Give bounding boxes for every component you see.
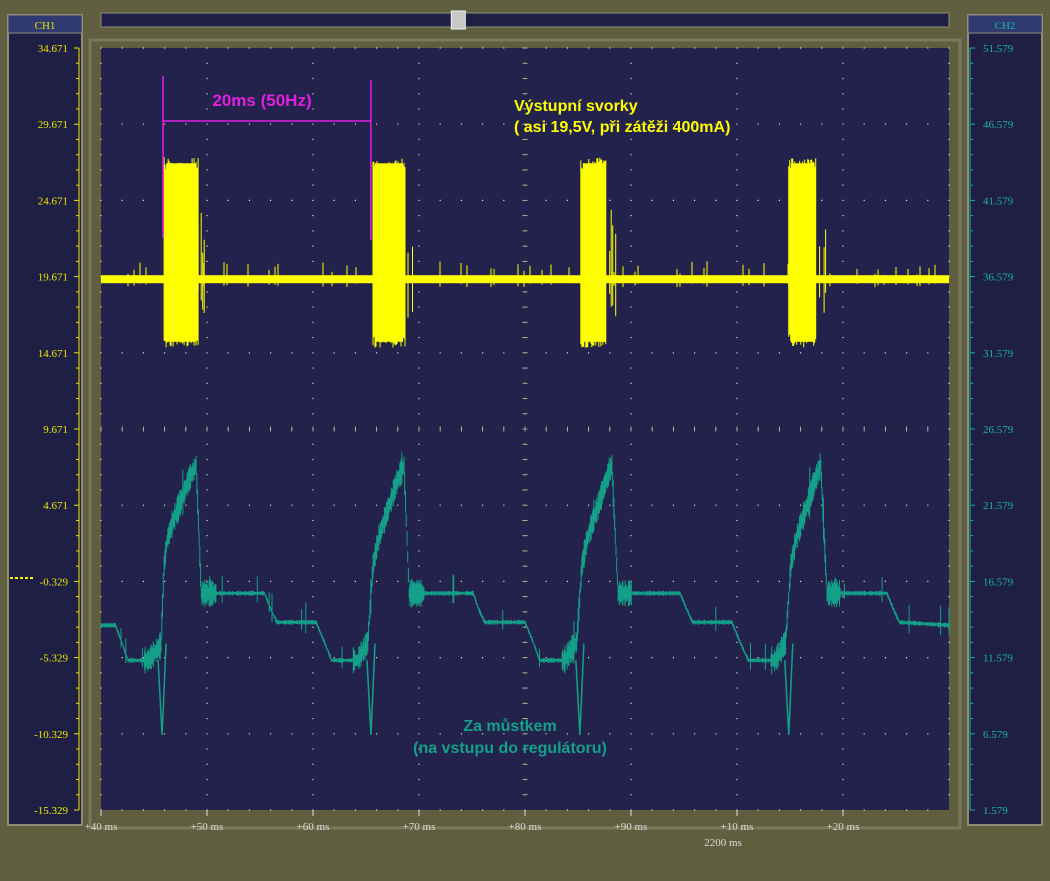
ch2-tick-label: 6.579: [983, 729, 1008, 741]
ch1-tick-label: -15.329: [34, 805, 68, 817]
ch2-tick-label: 1.579: [983, 805, 1008, 817]
ch2-tick-label: 51.579: [983, 43, 1014, 55]
ch1-baseline: [101, 275, 949, 284]
ch1-tick-label: -10.329: [34, 729, 68, 741]
ch2-tick-label: 21.579: [983, 500, 1014, 512]
ch1-panel: [7, 14, 83, 826]
grid-center-ticks: [100, 47, 929, 796]
x-tick-label: +50 ms: [191, 821, 224, 833]
ch1-burst-edges: [163, 157, 205, 348]
x-axis: +40 ms +50 ms +60 ms +70 ms +80 ms +90 ms +10 …: [85, 810, 860, 833]
ch2-annotation-line1: Za můstkem: [463, 718, 556, 735]
ch1-tick-label: 9.671: [43, 424, 68, 436]
ch1-axis: 34.671 29.671 24.671 19.671 14.671 9.671 4.671…: [34, 43, 79, 817]
x-tick-label: +40 ms: [85, 821, 118, 833]
ch2-negative-spike: [784, 643, 794, 736]
ch2-annotation-line2: (na vstupu do regulátoru): [413, 740, 607, 757]
ch1-tick-label: 34.671: [38, 43, 68, 55]
ch2-panel: [967, 14, 1043, 826]
ch2-tick-label: 36.579: [983, 272, 1014, 284]
ch1-burst-edges: [372, 158, 413, 348]
x-tick-label: +80 ms: [509, 821, 542, 833]
ch1-header-label: CH1: [35, 20, 56, 32]
ch2-tick-label: 41.579: [983, 195, 1014, 207]
ch2-tick-label: 16.579: [983, 576, 1014, 588]
ch2-header-label: CH2: [995, 20, 1016, 32]
ch1-tick-label: 14.671: [38, 348, 68, 360]
x-tick-label: +90 ms: [615, 821, 648, 833]
time-scrollbar[interactable]: [100, 12, 950, 28]
plot-frame: [88, 38, 962, 830]
ch1-tick-label: -0.329: [40, 576, 69, 588]
time-scale-label: 2200 ms: [704, 837, 742, 849]
traces: [100, 76, 950, 736]
ch1-tick-label: 24.671: [38, 195, 68, 207]
ch2-tick-label: 46.579: [983, 119, 1014, 131]
ch2-negative-spike: [366, 643, 376, 736]
x-tick-label: +60 ms: [297, 821, 330, 833]
x-tick-label: +70 ms: [403, 821, 436, 833]
ch1-annotation-line1: Výstupní svorky: [514, 98, 638, 115]
ch2-tick-label: 31.579: [983, 348, 1014, 360]
x-tick-label: +20 ms: [827, 821, 860, 833]
ch1-tick-label: 4.671: [43, 500, 68, 512]
period-label: 20ms (50Hz): [212, 91, 311, 110]
ch1-header[interactable]: [7, 14, 83, 34]
ch1-tick-label: -5.329: [40, 653, 69, 665]
ch2-negative-spike: [157, 643, 167, 736]
ch2-trace: [100, 452, 950, 675]
ch2-header[interactable]: [967, 14, 1043, 34]
ch2-negative-spike: [575, 643, 585, 736]
ch2-tick-label: 11.579: [983, 653, 1013, 665]
ch1-annotation-line2: ( asi 19,5V, při zátěži 400mA): [514, 119, 730, 136]
time-scrollbar-thumb[interactable]: [450, 10, 466, 30]
ch2-axis: 51.579 46.579 41.579 36.579 31.579 26.579 21.5…: [970, 43, 1014, 817]
ch2-tick-label: 26.579: [983, 424, 1014, 436]
x-tick-label: +10 ms: [721, 821, 754, 833]
ch1-tick-label: 19.671: [38, 272, 68, 284]
ch1-tick-label: 29.671: [38, 119, 68, 131]
ch1-burst-edges: [788, 158, 827, 348]
ch1-burst-edges: [580, 157, 617, 348]
